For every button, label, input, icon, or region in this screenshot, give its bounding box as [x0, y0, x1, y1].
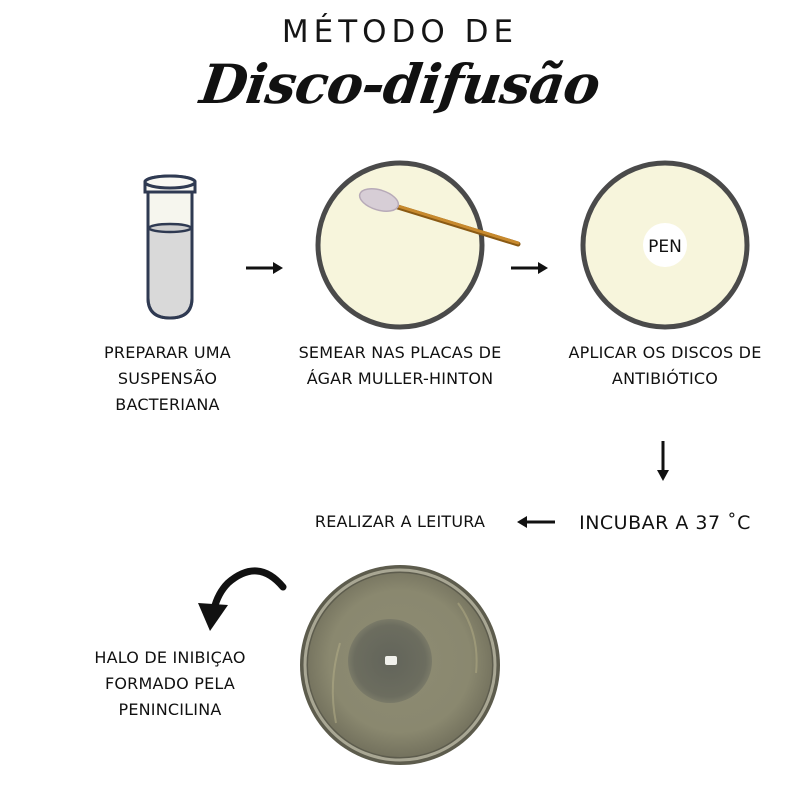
agar-plate-with-swab-icon [315, 160, 521, 330]
arrow-right-icon [246, 262, 283, 274]
step-5-label: REALIZAR A LEITURA [314, 512, 486, 531]
disc-label: PEN [648, 237, 682, 257]
agar-plate-with-disc-icon: PEN [580, 160, 750, 330]
antibiotic-disc [643, 223, 687, 267]
step-2-label: SEMEAR NAS PLACAS DE ÁGAR MULLER-HINTON [298, 343, 502, 388]
arrow-right-icon [511, 262, 548, 274]
arrow-down-icon [657, 441, 669, 481]
title-line-1: MÉTODO DE [281, 14, 519, 50]
result-label: HALO DE INIBIÇAO FORMADO PELA PENINCILIN… [94, 648, 246, 719]
step-3-label: APLICAR OS DISCOS DE ANTIBIÓTICO [568, 343, 762, 388]
inhibition-halo-plate-image [300, 565, 500, 765]
step-4-label: INCUBAR A 37 ˚C [579, 512, 751, 534]
test-tube-icon [143, 174, 197, 320]
arrow-left-icon [517, 516, 555, 528]
title-line-2: Disco-difusão [196, 52, 604, 116]
curved-arrow-icon [198, 567, 287, 631]
step-1-label: PREPARAR UMA SUSPENSÃO BACTERIANA [104, 343, 231, 414]
antibiotic-disc [385, 656, 397, 665]
